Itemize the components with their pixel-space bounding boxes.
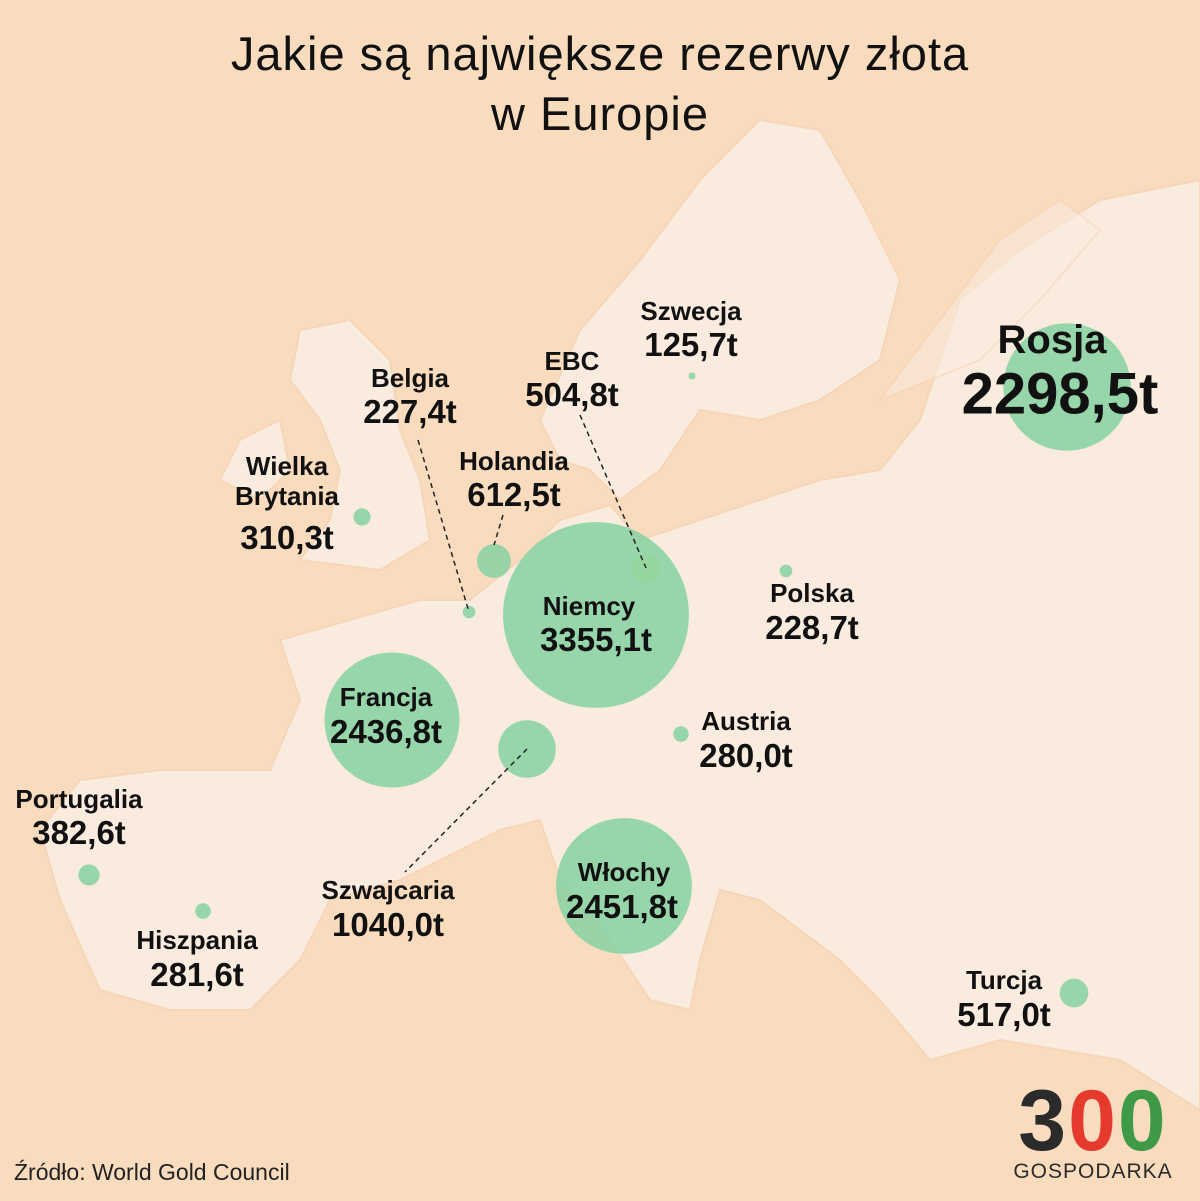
value-label: 3355,1t	[540, 621, 652, 659]
value-label: 280,0t	[699, 737, 793, 775]
bubble	[503, 522, 689, 708]
bubble	[688, 372, 696, 380]
value-label: 310,3t	[240, 519, 334, 557]
value-label: 2451,8t	[566, 888, 678, 926]
bubble	[324, 652, 460, 788]
bubble	[477, 544, 511, 578]
logo-number: 300	[1018, 1073, 1168, 1169]
value-label: 504,8t	[525, 376, 619, 414]
country-name: EBC	[544, 346, 600, 377]
country-name: Francja	[339, 682, 433, 713]
value-label: 1040,0t	[332, 906, 444, 944]
value-label: 612,5t	[467, 476, 561, 514]
leader-line	[493, 514, 504, 546]
value-label: 125,7t	[644, 326, 738, 364]
value-label: 2436,8t	[330, 713, 442, 751]
title-line: Jakie są największe rezerwy złota	[230, 27, 970, 80]
country-name: Rosja	[997, 318, 1107, 362]
bubble	[462, 605, 476, 619]
value-label: 227,4t	[363, 393, 457, 431]
title-line: w Europie	[491, 87, 709, 140]
bubble	[78, 864, 100, 886]
bubble	[673, 726, 689, 742]
leader-lines	[404, 414, 647, 873]
country-name: Szwecja	[640, 296, 742, 327]
logo-name: GOSPODARKA	[1013, 1160, 1172, 1183]
value-label: 281,6t	[150, 956, 244, 994]
value-label: 382,6t	[32, 814, 126, 852]
leader-line	[404, 748, 528, 873]
value-label: 2298,5t	[961, 361, 1159, 427]
country-name: Niemcy	[542, 591, 636, 622]
country-name: Szwajcaria	[321, 875, 455, 906]
bubble	[1059, 978, 1089, 1008]
country-name: Hiszpania	[136, 925, 258, 956]
country-name: Portugalia	[15, 784, 143, 815]
country-name: Turcja	[965, 965, 1043, 996]
bubble	[779, 564, 793, 578]
value-label: 228,7t	[765, 609, 859, 647]
bubble	[353, 508, 371, 526]
value-label: 517,0t	[957, 996, 1051, 1034]
bubble	[195, 903, 211, 919]
country-name: Belgia	[370, 363, 450, 394]
leader-line	[417, 439, 470, 613]
country-name: Polska	[770, 578, 854, 609]
country-name: Wielka Brytania	[234, 451, 340, 511]
leader-line	[579, 414, 647, 569]
bubble	[556, 818, 692, 954]
country-name: Holandia	[459, 446, 569, 477]
country-name: Włochy	[577, 857, 671, 888]
source: Źródło: World Gold Council	[14, 1159, 290, 1185]
bubble	[1003, 323, 1131, 451]
country-name: Austria	[701, 706, 791, 737]
